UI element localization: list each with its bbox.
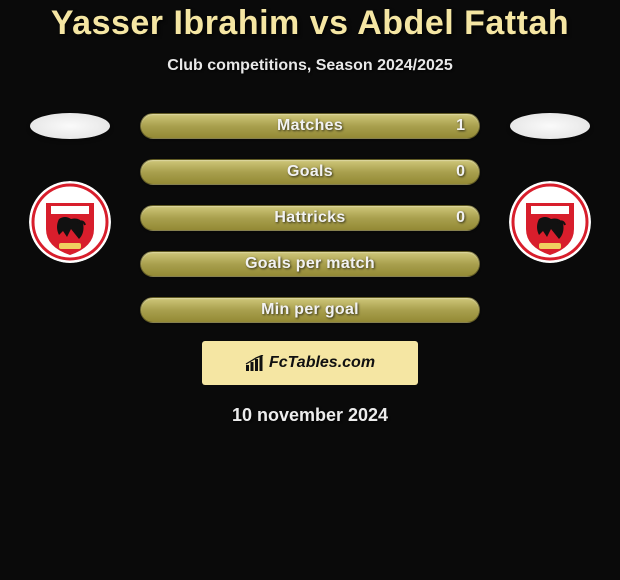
stat-value: 0 — [456, 209, 465, 227]
stats-column: Matches 1 Goals 0 Hattricks 0 Goals per … — [140, 113, 480, 323]
stat-value: 1 — [456, 117, 465, 135]
stat-row-min-per-goal: Min per goal — [140, 297, 480, 323]
stat-label: Hattricks — [274, 209, 345, 227]
subtitle: Club competitions, Season 2024/2025 — [167, 57, 452, 75]
right-player-col — [500, 113, 600, 263]
stat-label: Matches — [277, 117, 343, 135]
stat-label: Goals — [287, 163, 333, 181]
stat-label: Min per goal — [261, 301, 359, 319]
chart-icon — [245, 355, 265, 371]
brand-box[interactable]: FcTables.com — [202, 341, 418, 385]
stat-row-hattricks: Hattricks 0 — [140, 205, 480, 231]
left-player-col — [20, 113, 120, 263]
player-placeholder-left — [30, 113, 110, 139]
club-badge-left — [29, 181, 111, 263]
al-ahly-crest-icon — [509, 181, 591, 263]
player-placeholder-right — [510, 113, 590, 139]
main-row: Matches 1 Goals 0 Hattricks 0 Goals per … — [0, 113, 620, 323]
page-title: Yasser Ibrahim vs Abdel Fattah — [51, 4, 569, 43]
club-badge-right — [509, 181, 591, 263]
stat-row-matches: Matches 1 — [140, 113, 480, 139]
al-ahly-crest-icon — [29, 181, 111, 263]
stat-label: Goals per match — [245, 255, 375, 273]
comparison-card: Yasser Ibrahim vs Abdel Fattah Club comp… — [0, 0, 620, 426]
stat-row-goals-per-match: Goals per match — [140, 251, 480, 277]
brand-text: FcTables.com — [269, 354, 375, 372]
stat-row-goals: Goals 0 — [140, 159, 480, 185]
stat-value: 0 — [456, 163, 465, 181]
date-line: 10 november 2024 — [232, 405, 388, 426]
